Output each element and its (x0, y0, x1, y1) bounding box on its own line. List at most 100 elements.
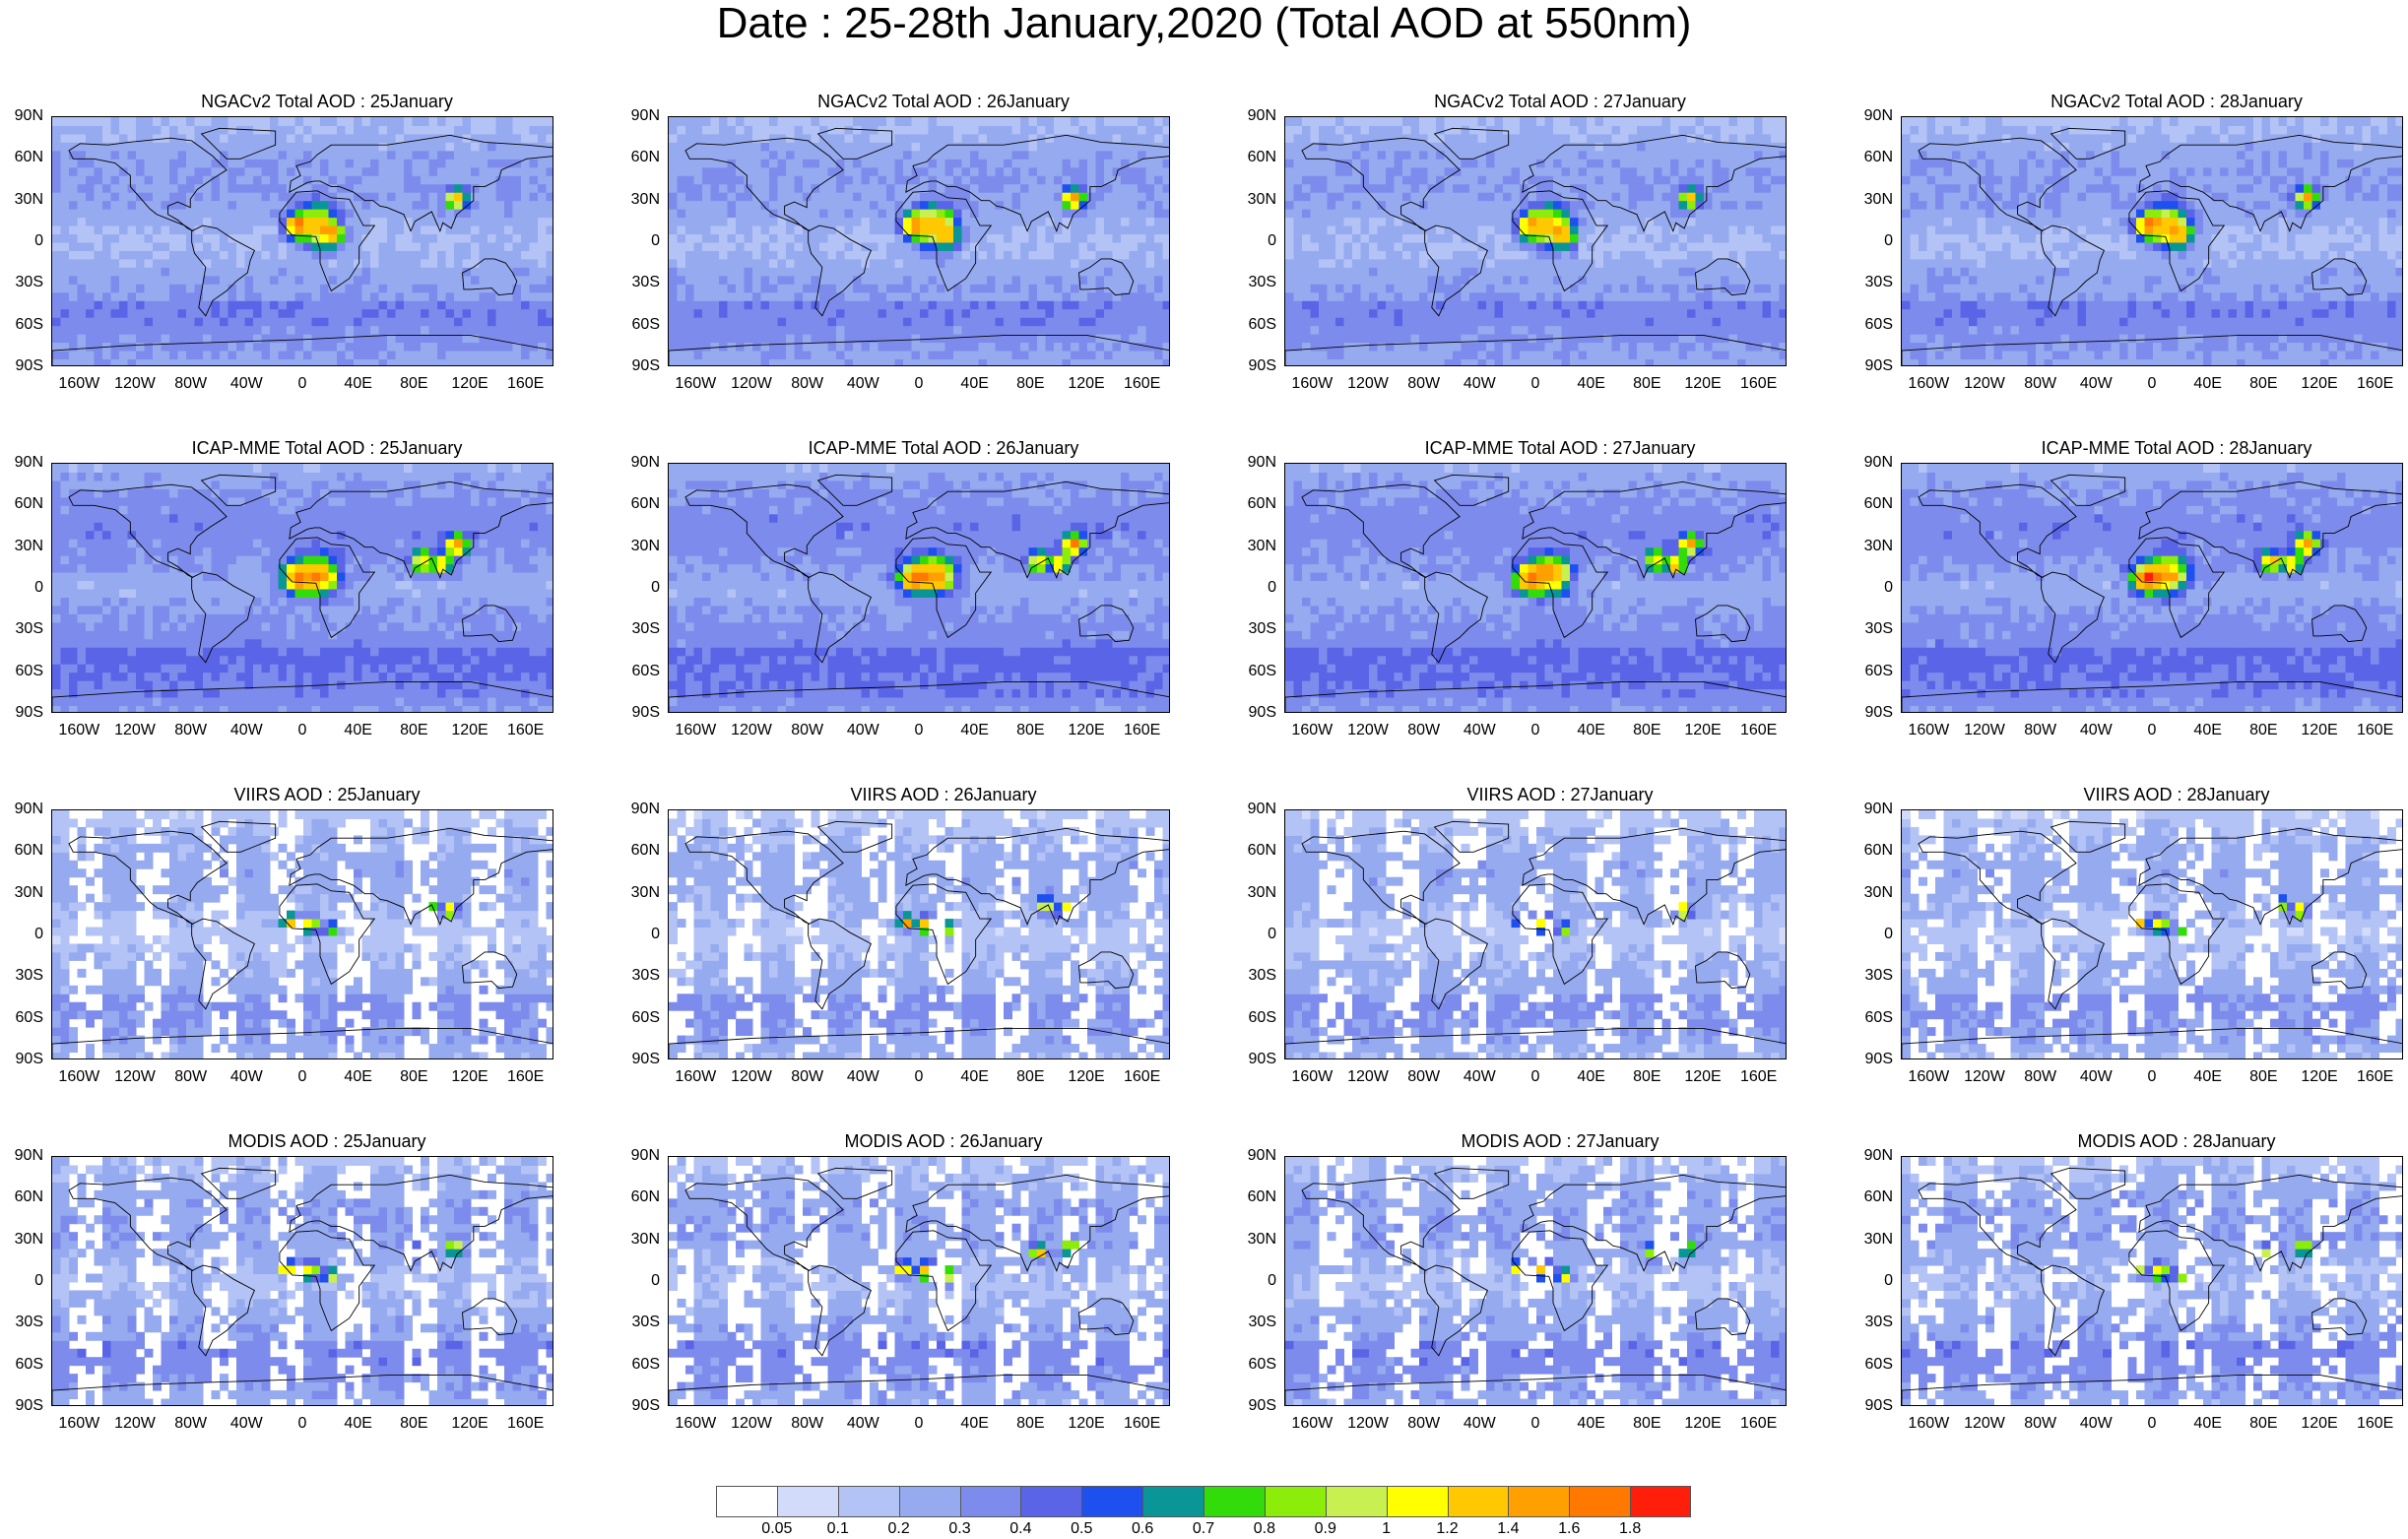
aod-cell (1285, 317, 1294, 327)
aod-cell (253, 117, 262, 126)
aod-cell (1594, 284, 1604, 293)
aod-cell (1745, 225, 1755, 235)
aod-cell (1771, 233, 1780, 243)
aod-cell (1154, 275, 1163, 285)
aod-cell (685, 175, 694, 185)
aod-cell (970, 183, 979, 193)
aod-cell (1095, 258, 1105, 268)
aod-cell (1553, 258, 1562, 268)
aod-cell (471, 284, 480, 293)
aod-cell (1071, 166, 1079, 176)
aod-cell (836, 150, 845, 160)
aod-cell (119, 308, 128, 318)
aod-cell (60, 308, 70, 318)
aod-cell (1319, 192, 1328, 202)
coastline (52, 335, 553, 365)
aod-cell (1661, 325, 1671, 335)
aod-cell (345, 183, 355, 193)
aod-cell (194, 358, 204, 365)
aod-cell (1402, 209, 1411, 219)
aod-cell (370, 317, 379, 327)
aod-cell (1078, 117, 1088, 126)
aod-cell (1394, 308, 1403, 318)
aod-cell (153, 233, 162, 243)
aod-cell (1377, 351, 1387, 360)
aod-cell (354, 308, 362, 318)
aod-cell (685, 284, 694, 293)
aod-cell (1528, 358, 1537, 365)
aod-cell (677, 275, 686, 285)
aod-cell (320, 275, 329, 285)
aod-cell (102, 250, 111, 260)
aod-cell (1561, 284, 1571, 293)
aod-cell (354, 317, 362, 327)
aod-cell (479, 275, 488, 285)
aod-cell (836, 358, 845, 365)
aod-cell (270, 209, 279, 219)
aod-cell (1620, 192, 1629, 202)
aod-cell (52, 300, 61, 310)
aod-cell (702, 258, 711, 268)
aod-cell (1570, 192, 1579, 202)
aod-cell (127, 142, 137, 152)
aod-cell (769, 300, 778, 310)
aod-cell (345, 291, 355, 301)
aod-cell (220, 175, 228, 185)
aod-cell (320, 125, 329, 135)
aod-cell (186, 267, 195, 277)
aod-cell (1095, 325, 1105, 335)
aod-cell (819, 275, 828, 285)
aod-cell (744, 325, 753, 335)
aod-cell (1087, 275, 1096, 285)
aod-cell (1594, 192, 1604, 202)
aod-cell (1062, 267, 1072, 277)
aod-cell (944, 217, 954, 226)
aod-cell (911, 325, 921, 335)
aod-cell (529, 291, 539, 301)
aod-cell (177, 358, 187, 365)
aod-cell (1402, 334, 1411, 344)
aod-cell (1386, 317, 1395, 327)
aod-cell (404, 308, 413, 318)
aod-cell (819, 291, 828, 301)
aod-cell (270, 175, 279, 185)
aod-cell (1095, 334, 1105, 344)
aod-cell (1436, 175, 1445, 185)
aod-cell (886, 242, 895, 251)
aod-cell (445, 284, 455, 293)
aod-cell (136, 358, 145, 365)
aod-cell (727, 217, 737, 226)
aod-cell (1654, 342, 1662, 352)
aod-cell (278, 117, 288, 126)
aod-cell (521, 300, 530, 310)
coastline (684, 137, 844, 232)
aod-cell (194, 225, 204, 235)
aod-cell (911, 334, 921, 344)
aod-cell (1544, 275, 1554, 285)
aod-cell (1020, 166, 1029, 176)
aod-cell (1628, 317, 1638, 327)
aod-cell (677, 334, 686, 344)
aod-cell (794, 291, 804, 301)
aod-cell (1661, 342, 1671, 352)
aod-cell (1745, 250, 1755, 260)
aod-cell (1154, 192, 1163, 202)
aod-cell (127, 242, 137, 251)
aod-cell (345, 142, 355, 152)
aod-cell (471, 150, 480, 160)
aod-cell (328, 258, 338, 268)
aod-cell (1285, 284, 1294, 293)
aod-cell (844, 267, 854, 277)
aod-cell (937, 358, 945, 365)
aod-cell (60, 342, 70, 352)
aod-cell (320, 250, 329, 260)
aod-cell (77, 125, 87, 135)
aod-cell (253, 267, 262, 277)
aod-cell (1603, 192, 1612, 202)
aod-cell (1145, 166, 1155, 176)
aod-cell (1319, 275, 1328, 285)
aod-cell (211, 133, 221, 143)
aod-cell (236, 242, 245, 251)
aod-cell (1078, 233, 1088, 243)
aod-cell (504, 284, 513, 293)
